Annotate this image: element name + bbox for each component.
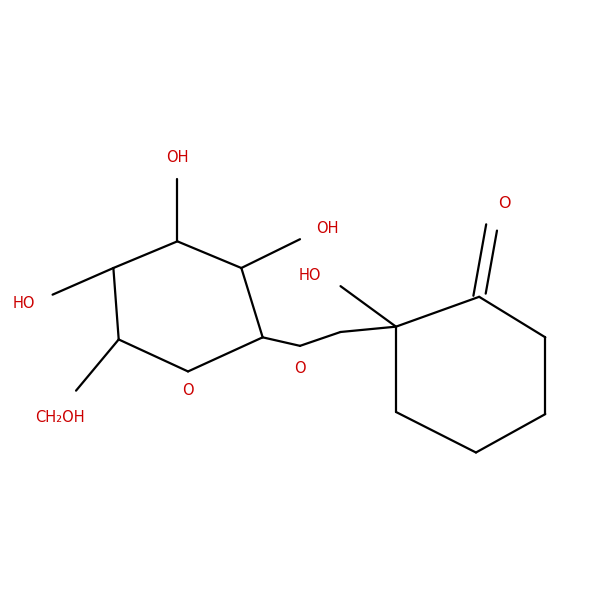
Text: O: O	[294, 361, 306, 376]
Text: O: O	[499, 196, 511, 211]
Text: HO: HO	[299, 268, 322, 283]
Text: OH: OH	[316, 221, 338, 236]
Text: HO: HO	[13, 296, 35, 311]
Text: CH₂OH: CH₂OH	[35, 410, 85, 425]
Text: O: O	[182, 383, 194, 398]
Text: OH: OH	[166, 149, 188, 164]
